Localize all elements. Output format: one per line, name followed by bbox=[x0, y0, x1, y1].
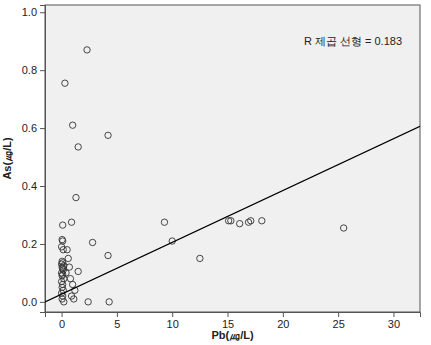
point bbox=[85, 299, 91, 305]
tick: 1.0 bbox=[22, 6, 45, 18]
point bbox=[161, 219, 167, 225]
point bbox=[61, 299, 67, 305]
point bbox=[62, 80, 68, 86]
point bbox=[64, 247, 70, 253]
point bbox=[75, 144, 81, 150]
point bbox=[259, 218, 265, 224]
tick-label: 5 bbox=[114, 318, 120, 330]
tick-label: 0 bbox=[59, 318, 65, 330]
point bbox=[59, 238, 65, 244]
point bbox=[66, 264, 72, 270]
point bbox=[84, 47, 90, 53]
y-axis-title: As(㎍/L) bbox=[1, 137, 13, 180]
tick-label: 0.6 bbox=[22, 122, 37, 134]
tick-label: 1.0 bbox=[22, 6, 37, 18]
tick: 10 bbox=[167, 312, 179, 330]
tick-mark bbox=[40, 302, 45, 303]
tick-mark bbox=[228, 312, 229, 317]
tick: 0.4 bbox=[22, 180, 45, 192]
tick-mark bbox=[283, 312, 284, 317]
tick-mark bbox=[40, 244, 45, 245]
tick-label: 10 bbox=[167, 318, 179, 330]
x-axis: 0 5 10 15 20 25 30 bbox=[46, 312, 421, 330]
tick-label: 15 bbox=[222, 318, 234, 330]
tick-mark bbox=[172, 312, 173, 317]
point bbox=[73, 194, 79, 200]
point bbox=[228, 218, 234, 224]
point bbox=[105, 252, 111, 258]
tick-mark bbox=[40, 12, 45, 13]
point bbox=[75, 268, 81, 274]
axis-line bbox=[46, 313, 421, 318]
annotation: R 제곱 선형 = 0.183 bbox=[304, 35, 402, 47]
tick-label: 30 bbox=[388, 318, 400, 330]
point bbox=[69, 122, 75, 128]
point bbox=[105, 132, 111, 138]
tick-label: 0.0 bbox=[22, 296, 37, 308]
tick: 25 bbox=[333, 312, 345, 330]
plot-background bbox=[45, 5, 420, 312]
tick-mark bbox=[40, 186, 45, 187]
tick: 5 bbox=[114, 312, 120, 330]
tick: 0.8 bbox=[22, 64, 45, 76]
tick-label: 20 bbox=[277, 318, 289, 330]
tick: 0.2 bbox=[22, 238, 45, 250]
tick: 0.6 bbox=[22, 122, 45, 134]
x-axis-title: Pb(㎍/L) bbox=[211, 329, 253, 341]
tick-label: 0.8 bbox=[22, 64, 37, 76]
fit-line bbox=[45, 126, 420, 302]
point bbox=[197, 255, 203, 261]
tick-mark bbox=[40, 128, 45, 129]
tick: 20 bbox=[277, 312, 289, 330]
point bbox=[89, 239, 95, 245]
point bbox=[340, 225, 346, 231]
point bbox=[245, 219, 251, 225]
tick-label: 0.4 bbox=[22, 180, 37, 192]
point bbox=[63, 270, 69, 276]
tick-mark bbox=[117, 312, 118, 317]
point bbox=[248, 218, 254, 224]
tick-mark bbox=[62, 312, 63, 317]
tick: 15 bbox=[222, 312, 234, 330]
plot: 0 5 10 15 20 25 30 0.0 0.2 0.4 0.6 0.8 1.0 bbox=[22, 5, 421, 330]
tick-mark bbox=[40, 70, 45, 71]
marks bbox=[45, 47, 420, 305]
tick: 30 bbox=[388, 312, 400, 330]
plot-frame bbox=[45, 5, 420, 312]
tick-mark bbox=[393, 312, 394, 317]
tick: 0 bbox=[59, 312, 65, 330]
point bbox=[65, 255, 71, 261]
point bbox=[236, 220, 242, 226]
tick-label: 25 bbox=[333, 318, 345, 330]
tick-mark bbox=[338, 312, 339, 317]
point bbox=[71, 296, 77, 302]
point bbox=[68, 219, 74, 225]
point bbox=[59, 222, 65, 228]
chart: 0 5 10 15 20 25 30 0.0 0.2 0.4 0.6 0.8 1.0 Pb(㎍/L) As(… bbox=[0, 0, 431, 345]
tick: 0.0 bbox=[22, 296, 45, 308]
tick-label: 0.2 bbox=[22, 238, 37, 250]
y-axis: 0.0 0.2 0.4 0.6 0.8 1.0 bbox=[22, 6, 46, 313]
point bbox=[106, 299, 112, 305]
